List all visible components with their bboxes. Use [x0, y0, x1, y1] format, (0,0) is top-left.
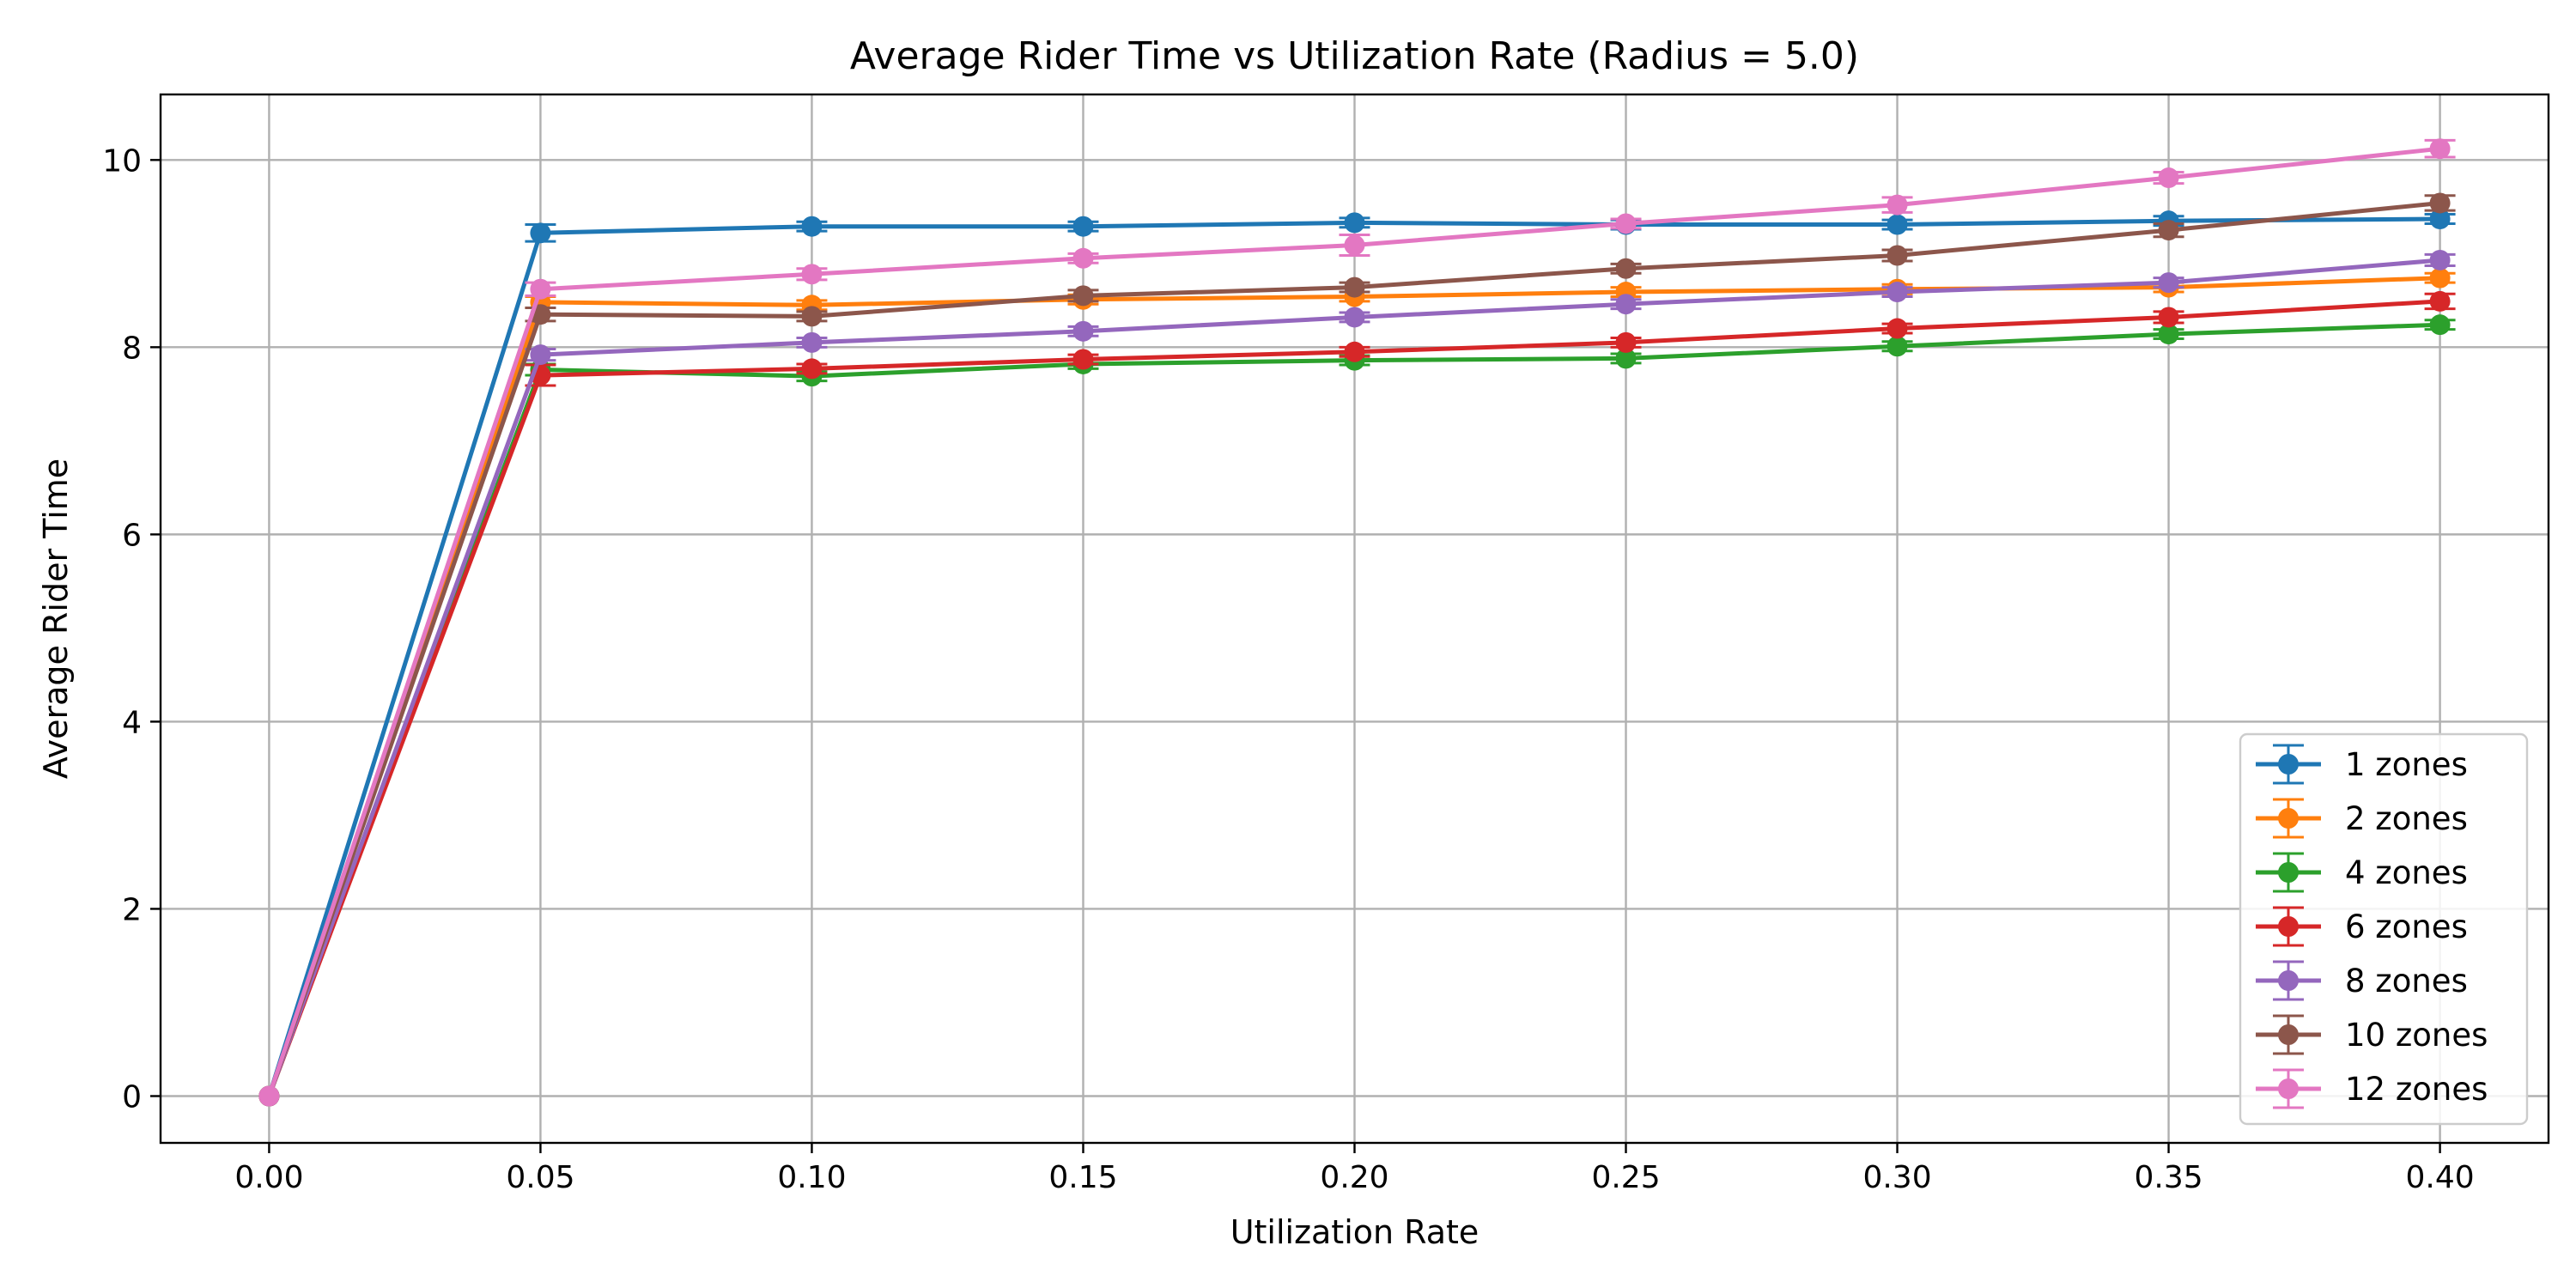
x-tick-label: 0.40	[2406, 1160, 2475, 1195]
data-point	[2158, 167, 2179, 189]
chart-title: Average Rider Time vs Utilization Rate (…	[850, 34, 1859, 78]
data-point	[2429, 290, 2451, 312]
data-point	[2429, 192, 2451, 214]
data-point	[2429, 314, 2451, 336]
legend-marker	[2278, 1024, 2299, 1045]
data-point	[1344, 341, 1365, 362]
y-axis-label: Average Rider Time	[37, 459, 75, 779]
data-point	[1886, 282, 1908, 303]
data-point	[1886, 194, 1908, 216]
data-point	[258, 1085, 280, 1107]
data-point	[1072, 349, 1094, 370]
y-tick-label: 6	[122, 518, 142, 553]
legend-item: 2 zones	[2256, 798, 2468, 839]
data-point	[1072, 320, 1094, 342]
series-10-zones	[258, 192, 2456, 1107]
legend-item: 6 zones	[2256, 906, 2468, 947]
legend-label: 2 zones	[2345, 800, 2468, 837]
data-point	[1615, 213, 1637, 234]
x-axis-label: Utilization Rate	[1230, 1213, 1479, 1251]
data-point	[2158, 307, 2179, 328]
data-point	[1615, 258, 1637, 279]
data-point	[1886, 336, 1908, 357]
legend: 1 zones 2 zones 4 zones 6 zones 8 zones 10 zo…	[2239, 732, 2529, 1126]
data-point	[2158, 220, 2179, 241]
y-tick-label: 10	[102, 143, 142, 179]
legend-label: 6 zones	[2345, 908, 2468, 945]
data-point	[530, 278, 551, 300]
legend-marker	[2278, 916, 2299, 937]
data-point	[1344, 276, 1365, 298]
data-point	[801, 358, 823, 380]
y-tick-label: 4	[122, 705, 142, 740]
data-point	[2429, 208, 2451, 229]
legend-marker	[2278, 754, 2299, 775]
data-point	[2158, 324, 2179, 345]
data-point	[1344, 234, 1365, 256]
legend-marker	[2278, 862, 2299, 883]
data-point	[1344, 307, 1365, 328]
legend-marker	[2278, 970, 2299, 991]
x-tick-label: 0.00	[234, 1160, 303, 1195]
x-tick-label: 0.10	[777, 1160, 846, 1195]
data-point	[1072, 216, 1094, 237]
data-point	[2429, 138, 2451, 160]
series-8-zones	[258, 249, 2456, 1107]
legend-item: 4 zones	[2256, 852, 2468, 893]
legend-item: 8 zones	[2256, 960, 2468, 1001]
y-tick-label: 8	[122, 331, 142, 366]
legend-item: 1 zones	[2256, 744, 2468, 785]
legend-marker	[2278, 808, 2299, 829]
data-point	[2429, 249, 2451, 270]
data-point	[801, 306, 823, 327]
legend-item: 12 zones	[2256, 1068, 2488, 1109]
data-point	[801, 331, 823, 353]
y-tick-label: 2	[122, 892, 142, 927]
data-point	[801, 264, 823, 285]
data-point	[1615, 331, 1637, 353]
data-point	[2158, 272, 2179, 294]
x-tick-label: 0.05	[506, 1160, 574, 1195]
series-2-zones	[258, 267, 2456, 1107]
data-point	[1886, 245, 1908, 266]
data-point	[1615, 348, 1637, 369]
x-tick-label: 0.15	[1048, 1160, 1117, 1195]
data-point	[801, 216, 823, 237]
data-point	[2429, 267, 2451, 289]
series-12-zones	[258, 138, 2456, 1107]
data-point	[530, 344, 551, 366]
legend-marker	[2278, 1078, 2299, 1099]
data-point	[1886, 318, 1908, 339]
legend-label: 12 zones	[2345, 1071, 2488, 1108]
data-point	[530, 222, 551, 244]
legend-label: 10 zones	[2345, 1017, 2488, 1054]
legend-label: 4 zones	[2345, 854, 2468, 891]
x-tick-label: 0.25	[1591, 1160, 1660, 1195]
data-point	[1072, 247, 1094, 269]
legend-box	[2239, 732, 2529, 1126]
data-point	[1886, 214, 1908, 235]
data-point	[1344, 212, 1365, 234]
x-tick-label: 0.30	[1862, 1160, 1931, 1195]
data-point	[1615, 294, 1637, 315]
legend-item: 10 zones	[2256, 1014, 2488, 1055]
series-6-zones	[258, 290, 2456, 1107]
legend-label: 8 zones	[2345, 963, 2468, 999]
x-tick-label: 0.35	[2134, 1160, 2202, 1195]
legend-label: 1 zones	[2345, 746, 2468, 783]
series-4-zones	[258, 314, 2456, 1107]
y-tick-label: 0	[122, 1079, 142, 1115]
ticks: 0.00 0.05 0.10 0.15 0.20 0.25 0.30 0.35 0.40 0 2 4 6…	[102, 143, 2474, 1195]
x-tick-label: 0.20	[1320, 1160, 1388, 1195]
series-layer	[258, 138, 2456, 1107]
data-point	[1072, 285, 1094, 307]
